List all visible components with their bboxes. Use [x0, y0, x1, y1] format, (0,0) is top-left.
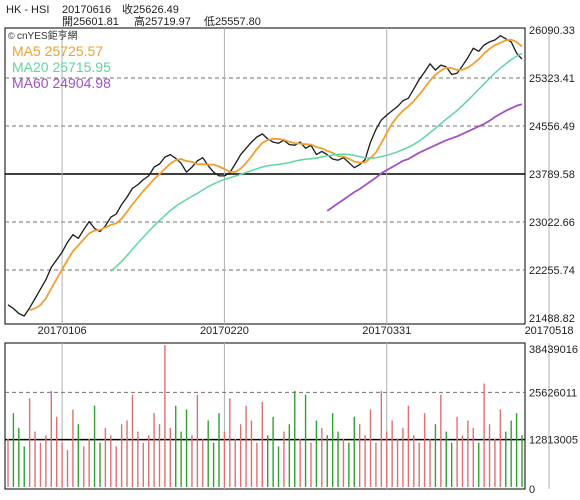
volume-grid	[5, 391, 525, 441]
legend-ma20: MA20 25715.95	[12, 59, 111, 75]
header-date: 20170616	[62, 4, 111, 16]
legend-ma5: MA5 25725.57	[12, 43, 103, 59]
price-y-tick-label: 25323.41	[529, 73, 575, 85]
price-panel	[4, 27, 526, 325]
legend-ma60: MA60 24904.98	[12, 75, 111, 91]
volume-y-tick-label: 38439016	[529, 344, 578, 356]
price-y-tick-label: 26090.33	[529, 25, 575, 37]
legend: © cnYES鉅亨網 MA5 25725.57 MA20 25715.95 MA…	[8, 29, 111, 91]
price-y-tick-label: 23789.58	[529, 169, 575, 181]
y-tick-labels: 26090.33 25323.41 24556.49 23789.58 23022.66…	[529, 25, 578, 496]
series-line-ma5	[29, 38, 523, 312]
volume-y-tick-label: 12813005	[529, 435, 578, 447]
x-tick-label: 20170220	[200, 325, 249, 337]
volume-y-tick-label: 25626011	[529, 387, 577, 399]
header-high: 高25719.97	[134, 14, 191, 28]
price-y-tick-label: 21488.82	[529, 313, 575, 325]
price-y-tick-label: 22255.74	[529, 265, 575, 277]
price-lines	[7, 35, 523, 317]
price-grid	[5, 28, 550, 489]
legend-source: cnYES鉅亨網	[17, 29, 78, 42]
price-y-tick-label: 23022.66	[529, 217, 575, 229]
price-y-tick-label: 24556.49	[529, 121, 575, 133]
x-tick-label: 20170518	[525, 325, 574, 337]
header-open: 開25601.81	[62, 15, 119, 28]
series-line-ma20	[110, 52, 523, 272]
x-tick-labels: 20170106 20170220 20170331 20170518	[38, 325, 574, 337]
volume-y-tick-label: 0	[529, 484, 535, 496]
series-line-hsi	[7, 35, 523, 317]
x-tick-label: 20170106	[38, 325, 87, 337]
x-tick-label: 20170331	[362, 325, 411, 337]
volume-panel	[4, 342, 526, 490]
series-line-ma60	[326, 103, 523, 212]
volume-bars	[7, 345, 523, 487]
header-close: 收25626.49	[122, 2, 179, 16]
header-low: 低25557.80	[204, 15, 261, 28]
header-symbol: HK - HSI	[6, 4, 49, 16]
copyright-icon: ©	[8, 31, 15, 41]
